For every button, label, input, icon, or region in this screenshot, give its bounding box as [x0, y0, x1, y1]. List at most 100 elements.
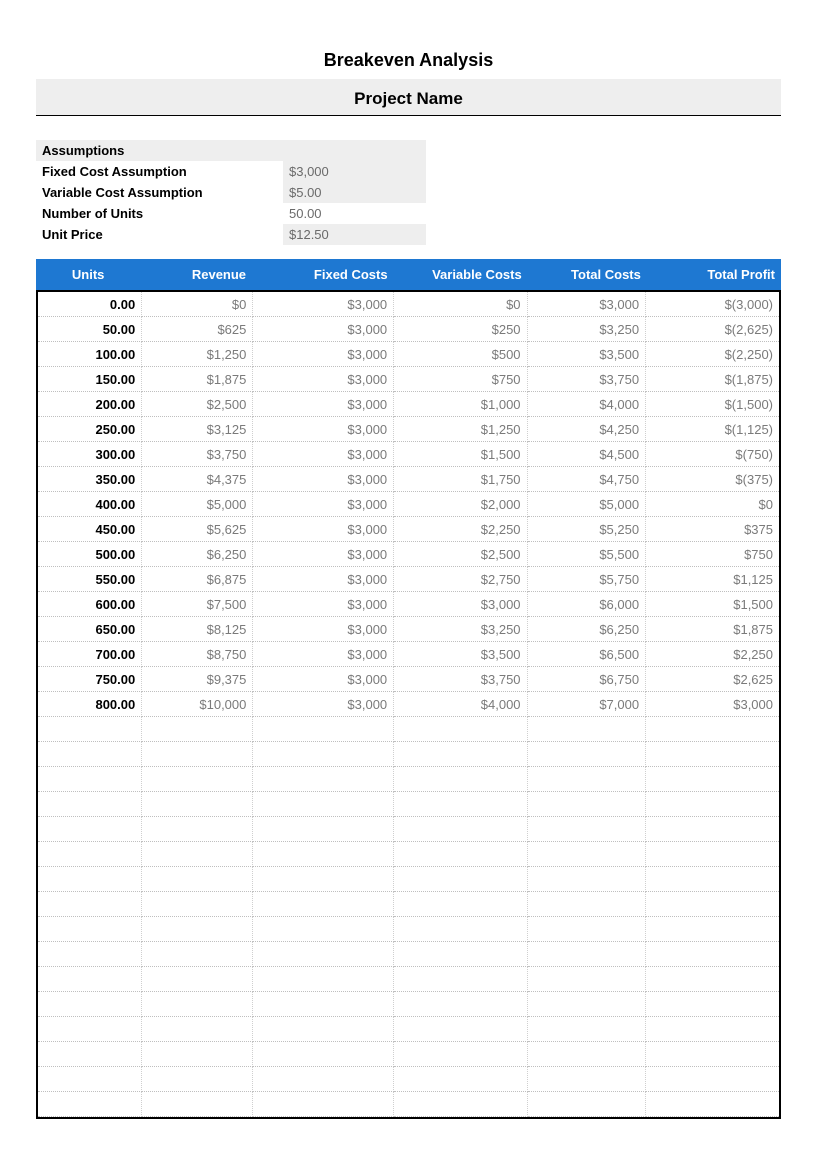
cell-empty	[38, 842, 142, 867]
cell-empty	[527, 942, 646, 967]
cell-empty	[394, 867, 527, 892]
cell-empty	[394, 717, 527, 742]
table-row: 100.00$1,250$3,000$500$3,500$(2,250)	[38, 342, 779, 367]
cell-total_costs: $7,000	[527, 692, 646, 717]
cell-empty	[394, 892, 527, 917]
cell-empty	[142, 1092, 253, 1117]
cell-empty	[527, 817, 646, 842]
cell-empty	[253, 742, 394, 767]
cell-empty	[394, 992, 527, 1017]
cell-profit: $1,125	[646, 567, 779, 592]
table-row-empty	[38, 817, 779, 842]
cell-total_costs: $5,500	[527, 542, 646, 567]
cell-empty	[394, 742, 527, 767]
table-row: 350.00$4,375$3,000$1,750$4,750$(375)	[38, 467, 779, 492]
cell-empty	[38, 917, 142, 942]
cell-empty	[142, 717, 253, 742]
cell-empty	[646, 992, 779, 1017]
table-row: 450.00$5,625$3,000$2,250$5,250$375	[38, 517, 779, 542]
assumption-label: Unit Price	[36, 224, 283, 245]
cell-total_costs: $3,000	[527, 292, 646, 317]
cell-revenue: $6,250	[142, 542, 253, 567]
cell-empty	[142, 942, 253, 967]
cell-revenue: $6,875	[142, 567, 253, 592]
cell-total_costs: $6,250	[527, 617, 646, 642]
cell-fixed: $3,000	[253, 317, 394, 342]
cell-empty	[527, 717, 646, 742]
cell-empty	[527, 1017, 646, 1042]
table-row: 200.00$2,500$3,000$1,000$4,000$(1,500)	[38, 392, 779, 417]
cell-empty	[38, 817, 142, 842]
cell-empty	[253, 1042, 394, 1067]
cell-empty	[646, 1042, 779, 1067]
cell-units: 600.00	[38, 592, 142, 617]
cell-total_costs: $4,000	[527, 392, 646, 417]
table-row-empty	[38, 1067, 779, 1092]
cell-variable: $1,250	[394, 417, 527, 442]
cell-variable: $1,000	[394, 392, 527, 417]
cell-empty	[253, 992, 394, 1017]
col-header-profit: Total Profit	[647, 259, 781, 291]
cell-variable: $3,000	[394, 592, 527, 617]
cell-variable: $1,750	[394, 467, 527, 492]
cell-empty	[527, 1067, 646, 1092]
cell-empty	[646, 942, 779, 967]
cell-units: 800.00	[38, 692, 142, 717]
table-header-row: Units Revenue Fixed Costs Variable Costs…	[36, 259, 781, 291]
cell-empty	[142, 867, 253, 892]
assumption-row: Unit Price$12.50	[36, 224, 426, 245]
breakeven-table-body: 0.00$0$3,000$0$3,000$(3,000)50.00$625$3,…	[38, 292, 779, 1117]
page-title: Breakeven Analysis	[36, 50, 781, 71]
cell-empty	[253, 767, 394, 792]
table-row-empty	[38, 1017, 779, 1042]
cell-units: 150.00	[38, 367, 142, 392]
cell-profit: $0	[646, 492, 779, 517]
cell-total_costs: $5,250	[527, 517, 646, 542]
table-row-empty	[38, 867, 779, 892]
table-row-empty	[38, 717, 779, 742]
assumption-value: $12.50	[283, 224, 426, 245]
cell-empty	[142, 917, 253, 942]
cell-fixed: $3,000	[253, 492, 394, 517]
table-row-empty	[38, 742, 779, 767]
cell-profit: $(1,500)	[646, 392, 779, 417]
cell-revenue: $2,500	[142, 392, 253, 417]
cell-units: 50.00	[38, 317, 142, 342]
cell-units: 750.00	[38, 667, 142, 692]
cell-empty	[253, 967, 394, 992]
cell-empty	[142, 842, 253, 867]
assumption-row: Number of Units50.00	[36, 203, 426, 224]
assumptions-heading: Assumptions	[36, 140, 426, 161]
table-row: 250.00$3,125$3,000$1,250$4,250$(1,125)	[38, 417, 779, 442]
cell-empty	[253, 892, 394, 917]
cell-profit: $2,625	[646, 667, 779, 692]
col-header-revenue: Revenue	[140, 259, 252, 291]
table-row-empty	[38, 917, 779, 942]
table-row: 650.00$8,125$3,000$3,250$6,250$1,875	[38, 617, 779, 642]
assumption-label: Fixed Cost Assumption	[36, 161, 283, 182]
cell-fixed: $3,000	[253, 367, 394, 392]
cell-empty	[142, 1067, 253, 1092]
cell-variable: $500	[394, 342, 527, 367]
cell-units: 300.00	[38, 442, 142, 467]
cell-total_costs: $3,750	[527, 367, 646, 392]
cell-empty	[394, 917, 527, 942]
cell-empty	[527, 792, 646, 817]
cell-empty	[527, 992, 646, 1017]
assumption-value: 50.00	[283, 203, 426, 224]
cell-units: 700.00	[38, 642, 142, 667]
cell-variable: $3,250	[394, 617, 527, 642]
cell-empty	[394, 1067, 527, 1092]
cell-empty	[646, 742, 779, 767]
cell-fixed: $3,000	[253, 567, 394, 592]
cell-variable: $4,000	[394, 692, 527, 717]
table-row: 700.00$8,750$3,000$3,500$6,500$2,250	[38, 642, 779, 667]
cell-profit: $3,000	[646, 692, 779, 717]
cell-revenue: $5,000	[142, 492, 253, 517]
col-header-totalcosts: Total Costs	[528, 259, 647, 291]
cell-fixed: $3,000	[253, 442, 394, 467]
cell-empty	[394, 942, 527, 967]
cell-total_costs: $4,250	[527, 417, 646, 442]
cell-revenue: $3,125	[142, 417, 253, 442]
cell-empty	[646, 792, 779, 817]
